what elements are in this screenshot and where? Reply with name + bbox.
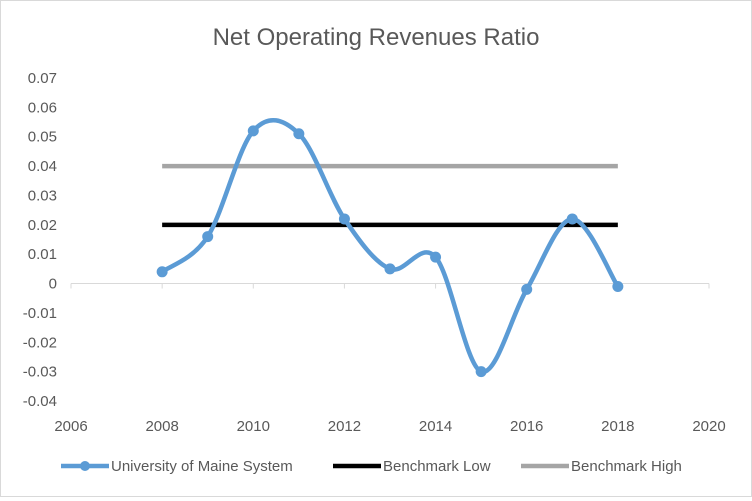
x-tick-label: 2014 [419,418,452,435]
data-point-marker [612,280,624,292]
y-tick-label: -0.02 [23,334,57,351]
x-tick-label: 2012 [328,418,361,435]
x-tick-label: 2010 [237,418,270,435]
legend-label-university-of-maine-system: University of Maine System [111,458,293,475]
legend-marker [80,461,90,471]
y-tick-label: -0.04 [23,393,57,410]
x-tick-label: 2018 [601,418,634,435]
x-tick-label: 2016 [510,418,543,435]
y-tick-label: 0.07 [28,70,57,87]
y-tick-label: -0.03 [23,364,57,381]
data-point-marker [338,213,350,225]
series-layer [156,118,624,378]
data-point-marker [475,366,487,378]
data-point-marker [384,263,396,275]
x-axis: 2006 2008 2010 2012 2014 2016 2018 2020 [54,283,726,435]
legend-label-benchmark-low: Benchmark Low [383,458,491,475]
legend-label-benchmark-high: Benchmark High [571,458,682,475]
y-tick-label: -0.01 [23,305,57,322]
data-point-marker [156,266,168,278]
legend: University of Maine System Benchmark Low B… [61,458,682,475]
x-tick-label: 2006 [54,418,87,435]
data-point-marker [202,231,214,243]
series-line-university-of-maine-system [159,118,621,374]
x-tick-label: 2020 [692,418,725,435]
y-tick-label: 0 [49,276,57,293]
chart-title: Net Operating Revenues Ratio [213,24,540,51]
y-tick-label: 0.02 [28,217,57,234]
x-tick-label: 2008 [145,418,178,435]
data-point-marker [247,125,259,137]
data-point-marker [293,128,305,140]
y-tick-label: 0.01 [28,246,57,263]
y-tick-label: 0.05 [28,129,57,146]
data-point-marker [566,213,578,225]
y-tick-label: 0.06 [28,99,57,116]
y-tick-label: 0.03 [28,187,57,204]
y-axis-tick-labels: 0.07 0.06 0.05 0.04 0.03 0.02 0.01 0 -0.01 -0.02 -… [23,70,57,410]
data-point-marker [430,251,442,263]
y-tick-label: 0.04 [28,158,57,175]
data-point-marker [521,283,533,295]
